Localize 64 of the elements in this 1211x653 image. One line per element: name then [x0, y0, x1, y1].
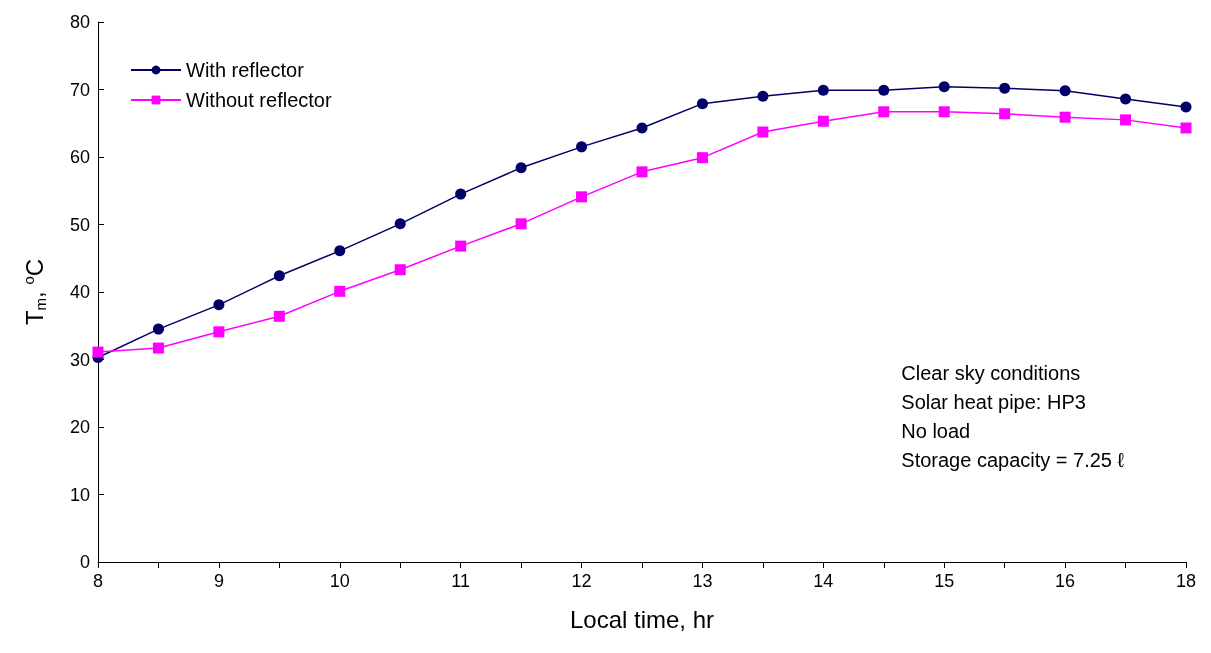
point — [938, 106, 950, 118]
point — [576, 191, 588, 203]
point — [938, 81, 950, 93]
legend-label: With reflector — [186, 59, 305, 81]
point — [152, 323, 164, 335]
point — [878, 106, 890, 118]
point — [273, 310, 285, 322]
x-tick-label: 13 — [692, 571, 713, 591]
point — [817, 84, 829, 96]
point — [757, 90, 769, 102]
point — [92, 346, 104, 358]
point — [515, 218, 527, 230]
point — [1120, 93, 1132, 105]
y-tick-label: 10 — [69, 484, 90, 505]
x-tick-label: 11 — [451, 571, 471, 591]
y-tick-label: 0 — [79, 552, 90, 572]
point — [636, 166, 648, 178]
point — [636, 122, 648, 134]
point — [1180, 122, 1192, 134]
y-tick-label: 20 — [69, 417, 90, 437]
y-tick-label: 50 — [69, 214, 90, 235]
point — [576, 141, 588, 153]
point — [1059, 85, 1071, 97]
point — [273, 270, 285, 282]
point — [455, 188, 467, 200]
x-tick-label: 10 — [329, 571, 350, 591]
annotation: Storage capacity = 7.25 ℓ — [901, 448, 1125, 471]
x-tick-label: 12 — [571, 571, 592, 591]
point — [455, 240, 467, 252]
point — [696, 152, 708, 164]
point — [1180, 101, 1192, 113]
point — [999, 82, 1011, 94]
point — [394, 218, 406, 230]
point — [999, 108, 1011, 120]
annotation: No load — [901, 419, 971, 442]
point — [696, 98, 708, 110]
point — [334, 285, 346, 297]
y-tick-label: 70 — [69, 79, 90, 100]
annotation: Clear sky conditions — [901, 361, 1081, 384]
point — [334, 245, 346, 257]
point — [152, 342, 164, 354]
x-tick-label: 15 — [934, 571, 955, 591]
point — [817, 115, 829, 127]
x-tick-label: 14 — [813, 571, 834, 591]
x-tick-label: 16 — [1055, 571, 1076, 591]
point — [878, 84, 890, 96]
y-tick-label: 60 — [69, 147, 90, 167]
y-axis-title: Tm, oC — [20, 258, 49, 326]
x-tick-label: 9 — [213, 571, 224, 591]
x-axis-title: Local time, hr — [569, 605, 715, 633]
point — [213, 299, 225, 311]
point — [1059, 111, 1071, 123]
point — [757, 126, 769, 138]
point — [515, 162, 527, 174]
point — [213, 326, 225, 338]
x-tick-label: 8 — [92, 571, 104, 591]
y-tick-label: 40 — [69, 282, 90, 302]
point — [394, 264, 406, 276]
y-tick-label: 30 — [69, 349, 90, 370]
legend-label: Without reflector — [186, 89, 332, 111]
annotation: Solar heat pipe: HP3 — [901, 390, 1086, 413]
x-tick-label: 18 — [1175, 571, 1197, 591]
point — [1120, 114, 1132, 126]
y-tick-label: 80 — [69, 12, 90, 32]
